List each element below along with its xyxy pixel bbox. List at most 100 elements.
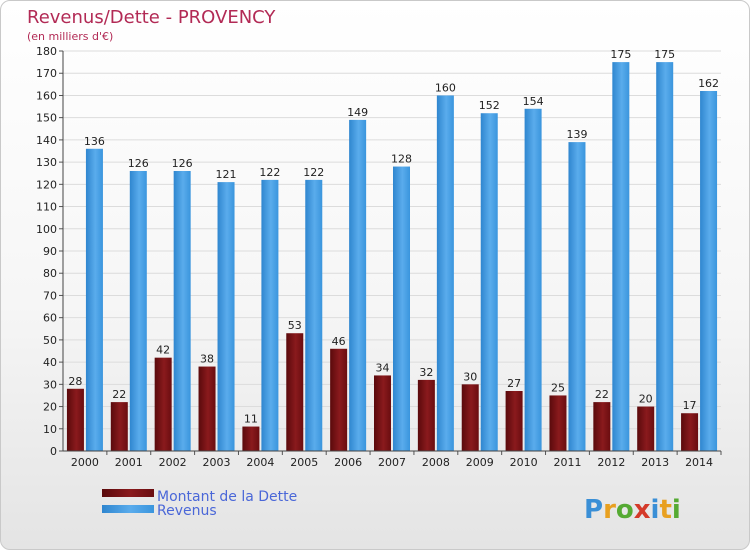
x-tick-label: 2004 xyxy=(246,456,274,469)
x-tick-label: 2009 xyxy=(466,456,494,469)
y-tick-label: 70 xyxy=(43,289,57,302)
x-tick-label: 2005 xyxy=(290,456,318,469)
x-tick-label: 2002 xyxy=(159,456,187,469)
data-label-revenus: 128 xyxy=(391,153,412,166)
x-tick-label: 2007 xyxy=(378,456,406,469)
proxiti-logo: Proxiti xyxy=(584,495,681,525)
data-label-debt: 30 xyxy=(463,370,477,383)
legend-swatch-debt xyxy=(102,489,154,497)
bar-revenus xyxy=(217,182,235,451)
data-label-debt: 27 xyxy=(507,377,521,390)
y-tick-label: 170 xyxy=(36,67,57,80)
x-tick-label: 2010 xyxy=(510,456,538,469)
bar-revenus xyxy=(656,62,674,451)
data-label-revenus: 152 xyxy=(479,99,500,112)
data-label-debt: 22 xyxy=(112,388,126,401)
y-tick-label: 80 xyxy=(43,267,57,280)
bar-revenus xyxy=(700,91,718,451)
legend: Montant de la Dette Revenus xyxy=(102,489,297,519)
y-axis-ticks: 0 10 20 30 40 50 60 70 80 90 100 110 120 130 140 150 160… xyxy=(36,45,63,458)
y-tick-label: 160 xyxy=(36,89,57,102)
bar-debt xyxy=(242,426,260,451)
y-tick-label: 90 xyxy=(43,245,57,258)
data-label-debt: 17 xyxy=(683,399,697,412)
bar-revenus xyxy=(568,142,586,451)
bar-revenus xyxy=(129,171,147,451)
bar-debt xyxy=(681,413,699,451)
data-label-revenus: 126 xyxy=(172,157,193,170)
grid-lines xyxy=(63,50,721,452)
y-tick-label: 120 xyxy=(36,178,57,191)
x-axis-ticks: 2000 2001 2002 2003 2004 2005 2006 2007 2008 2009… xyxy=(71,451,722,469)
bar-debt xyxy=(154,357,172,451)
data-label-revenus: 126 xyxy=(128,157,149,170)
data-label-debt: 20 xyxy=(639,393,653,406)
data-label-revenus: 162 xyxy=(698,77,719,90)
y-tick-label: 20 xyxy=(43,401,57,414)
bar-revenus xyxy=(261,179,279,451)
data-label-debt: 53 xyxy=(288,319,302,332)
bar-debt xyxy=(417,379,435,451)
y-tick-label: 40 xyxy=(43,356,57,369)
y-tick-label: 0 xyxy=(50,445,57,458)
data-label-revenus: 149 xyxy=(347,106,368,119)
data-label-revenus: 154 xyxy=(523,95,544,108)
data-label-revenus: 122 xyxy=(303,166,324,179)
bar-debt xyxy=(66,388,84,451)
data-label-debt: 32 xyxy=(419,366,433,379)
data-label-debt: 28 xyxy=(68,375,82,388)
bar-debt xyxy=(286,333,304,451)
x-tick-label: 2012 xyxy=(597,456,625,469)
data-label-debt: 42 xyxy=(156,344,170,357)
bar-revenus xyxy=(85,148,103,451)
axes xyxy=(62,51,721,452)
bar-revenus xyxy=(305,179,323,451)
data-label-revenus: 175 xyxy=(654,48,675,61)
x-tick-label: 2001 xyxy=(115,456,143,469)
y-tick-label: 100 xyxy=(36,223,57,236)
data-label-revenus: 136 xyxy=(84,135,105,148)
y-tick-label: 150 xyxy=(36,112,57,125)
data-label-revenus: 121 xyxy=(216,168,237,181)
legend-label-debt: Montant de la Dette xyxy=(157,489,297,505)
bar-debt xyxy=(593,402,611,451)
legend-swatch-revenus xyxy=(102,505,154,513)
data-label-revenus: 175 xyxy=(610,48,631,61)
bar-revenus xyxy=(436,95,454,451)
bar-revenus xyxy=(524,108,542,452)
bar-revenus xyxy=(480,113,498,451)
data-label-debt: 11 xyxy=(244,413,258,426)
data-label-revenus: 122 xyxy=(259,166,280,179)
bar-debt xyxy=(110,402,128,451)
y-tick-label: 140 xyxy=(36,134,57,147)
x-tick-label: 2000 xyxy=(71,456,99,469)
bar-revenus xyxy=(349,119,367,451)
data-labels: 28 136 22 126 42 126 38 121 11 122 53 122 46 149 34 128… xyxy=(68,48,719,425)
data-label-debt: 25 xyxy=(551,381,565,394)
bar-revenus xyxy=(612,62,630,451)
y-tick-label: 60 xyxy=(43,312,57,325)
bar-debt xyxy=(198,366,216,451)
y-tick-label: 180 xyxy=(36,45,57,58)
x-tick-label: 2006 xyxy=(334,456,362,469)
logo-text: Proxiti xyxy=(584,495,681,525)
data-label-revenus: 160 xyxy=(435,81,456,94)
bar-debt xyxy=(374,375,391,451)
y-tick-label: 30 xyxy=(43,378,57,391)
y-tick-label: 110 xyxy=(36,201,57,214)
bar-debt xyxy=(637,406,655,451)
y-tick-label: 10 xyxy=(43,423,57,436)
y-tick-label: 130 xyxy=(36,156,57,169)
bar-debt xyxy=(461,384,479,451)
chart-title: Revenus/Dette - PROVENCY xyxy=(27,7,276,28)
bar-debt xyxy=(549,395,567,451)
data-label-debt: 38 xyxy=(200,353,214,366)
y-tick-label: 50 xyxy=(43,334,57,347)
data-label-debt: 34 xyxy=(376,361,390,374)
x-tick-label: 2011 xyxy=(553,456,581,469)
bar-revenus xyxy=(393,166,410,452)
bar-revenus xyxy=(173,171,191,451)
bar-debt xyxy=(330,348,348,451)
